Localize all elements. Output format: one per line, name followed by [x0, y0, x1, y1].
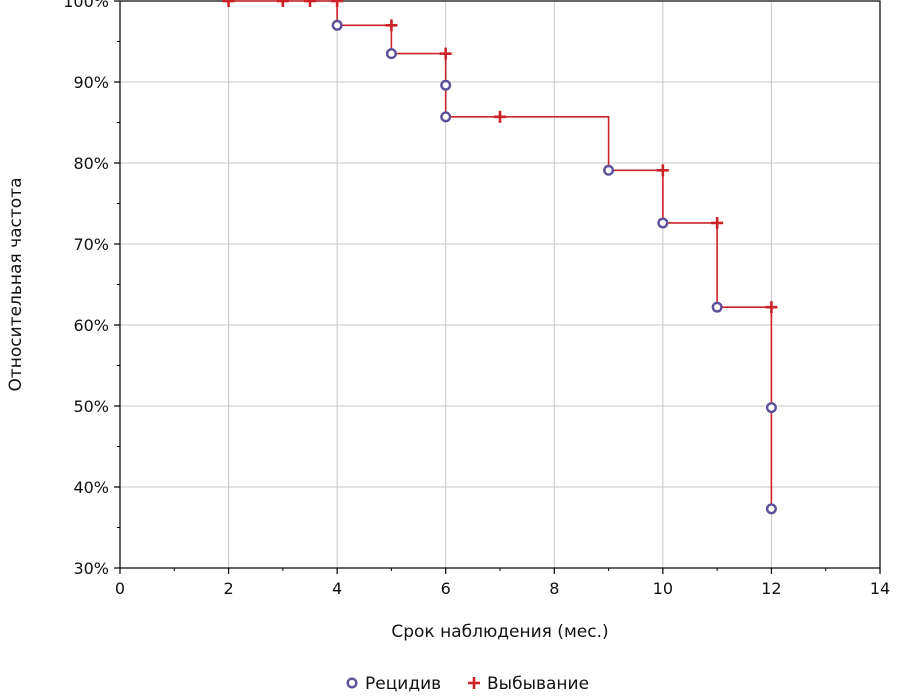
- y-axis-title: Относительная частота: [6, 177, 26, 391]
- event-point: [711, 301, 723, 313]
- y-tick-labels: 30% 40% 50% 60% 70% 80% 90% 100%: [63, 0, 109, 578]
- legend-item: Рецидив: [346, 674, 441, 694]
- x-tick-label: 8: [549, 579, 559, 598]
- censor-point: [494, 110, 506, 123]
- event-point: [765, 503, 777, 515]
- x-tick-label: 14: [870, 579, 890, 598]
- event-point: [385, 48, 397, 60]
- x-tick-label: 2: [223, 579, 233, 598]
- y-tick-label: 30%: [73, 559, 109, 578]
- x-tick-label: 6: [441, 579, 451, 598]
- legend-marker-plus: [468, 677, 480, 689]
- event-point: [765, 402, 777, 414]
- censor-point: [656, 164, 669, 177]
- censor-point: [304, 0, 316, 7]
- y-tick-label: 60%: [73, 316, 109, 335]
- legend-item: Выбывание: [468, 674, 589, 694]
- y-tick-label: 100%: [63, 0, 109, 11]
- y-tick-label: 50%: [73, 397, 109, 416]
- censor-point: [765, 301, 778, 314]
- censor-point: [711, 216, 724, 229]
- survival-curve-line: [228, 0, 773, 509]
- x-tick-label: 10: [653, 579, 673, 598]
- markers: [222, 0, 778, 515]
- axis-ticks: [114, 0, 881, 574]
- legend-marker-circle: [346, 677, 358, 689]
- legend-label: Рецидив: [365, 674, 441, 694]
- x-tick-labels: 0 2 4 6 8 10 12 14: [115, 579, 890, 598]
- y-tick-label: 80%: [73, 154, 109, 173]
- event-point: [603, 164, 615, 176]
- event-point: [657, 217, 669, 229]
- grid: [120, 1, 880, 568]
- y-tick-label: 90%: [73, 73, 109, 92]
- y-tick-label: 40%: [73, 478, 109, 497]
- censor-point: [276, 0, 289, 7]
- censor-point: [331, 0, 344, 7]
- y-tick-label: 70%: [73, 235, 109, 254]
- event-point: [331, 19, 343, 31]
- x-tick-label: 4: [332, 579, 342, 598]
- censor-point: [385, 19, 398, 32]
- censor-point: [222, 0, 235, 7]
- x-tick-label: 0: [115, 579, 125, 598]
- legend: Рецидив Выбывание: [346, 674, 589, 694]
- event-point: [440, 79, 452, 91]
- x-axis-title: Срок наблюдения (мес.): [391, 622, 608, 642]
- event-point: [440, 111, 452, 123]
- x-tick-label: 12: [761, 579, 781, 598]
- censor-point: [439, 47, 452, 60]
- plot-frame: [119, 0, 881, 569]
- legend-label: Выбывание: [487, 674, 589, 694]
